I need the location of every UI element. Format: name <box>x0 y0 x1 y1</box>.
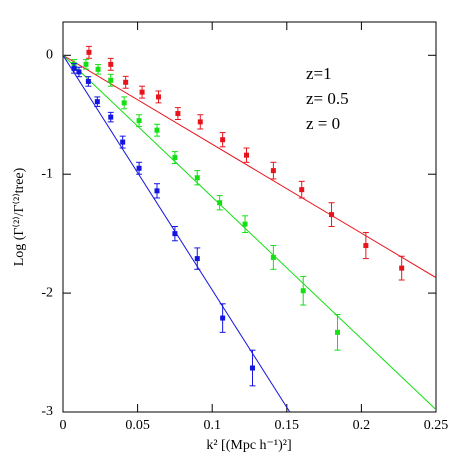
plot-area <box>63 54 436 412</box>
point <box>270 168 276 174</box>
point <box>299 187 305 193</box>
plot-frame <box>62 21 437 413</box>
point <box>108 77 114 83</box>
point <box>172 231 178 237</box>
y-axis-label: Log (Γ⁽²⁾/Γ⁽²⁾tree) <box>12 167 27 266</box>
point <box>86 49 92 55</box>
point <box>83 61 89 67</box>
x-tick-label: 0 <box>60 418 67 433</box>
fit-line <box>63 54 436 410</box>
point <box>194 175 200 181</box>
point <box>244 152 250 158</box>
x-axis-label: k² [(Mpc h⁻¹)²] <box>206 438 291 453</box>
point <box>139 89 145 95</box>
point <box>329 212 335 218</box>
point <box>217 200 223 206</box>
y-tick-label: -1 <box>41 166 53 181</box>
point <box>108 114 114 120</box>
point <box>136 118 142 124</box>
x-tick-label: 0.05 <box>125 418 150 433</box>
point <box>154 188 160 194</box>
point <box>399 265 405 271</box>
point <box>335 329 341 335</box>
point <box>71 65 77 71</box>
point <box>197 119 203 125</box>
point <box>76 69 82 75</box>
y-tick-label: -3 <box>41 404 53 419</box>
point <box>270 254 276 260</box>
point <box>154 127 160 133</box>
legend-entry: z= 0.5 <box>306 89 349 108</box>
legend-entry: z=1 <box>306 64 332 83</box>
point <box>300 288 306 294</box>
x-tick-label: 0.25 <box>424 418 449 433</box>
y-tick-label: 0 <box>46 48 53 63</box>
x-tick-label: 0.2 <box>353 418 371 433</box>
point <box>136 165 142 171</box>
point <box>94 99 100 105</box>
point <box>155 94 161 100</box>
point <box>220 315 226 321</box>
point <box>108 61 114 67</box>
point <box>242 221 248 227</box>
point <box>249 365 255 371</box>
point <box>220 137 226 143</box>
point <box>175 111 181 117</box>
point <box>85 78 91 84</box>
point <box>363 243 369 249</box>
legend-entry: z = 0 <box>306 114 340 133</box>
point <box>121 100 127 106</box>
x-tick-label: 0.1 <box>203 418 221 433</box>
y-tick-label: -2 <box>41 285 53 300</box>
point <box>123 79 129 85</box>
point <box>172 155 178 161</box>
point <box>194 256 200 262</box>
x-tick-label: 0.15 <box>275 418 300 433</box>
point <box>95 66 101 72</box>
point <box>120 139 126 145</box>
fit-line <box>63 54 436 279</box>
